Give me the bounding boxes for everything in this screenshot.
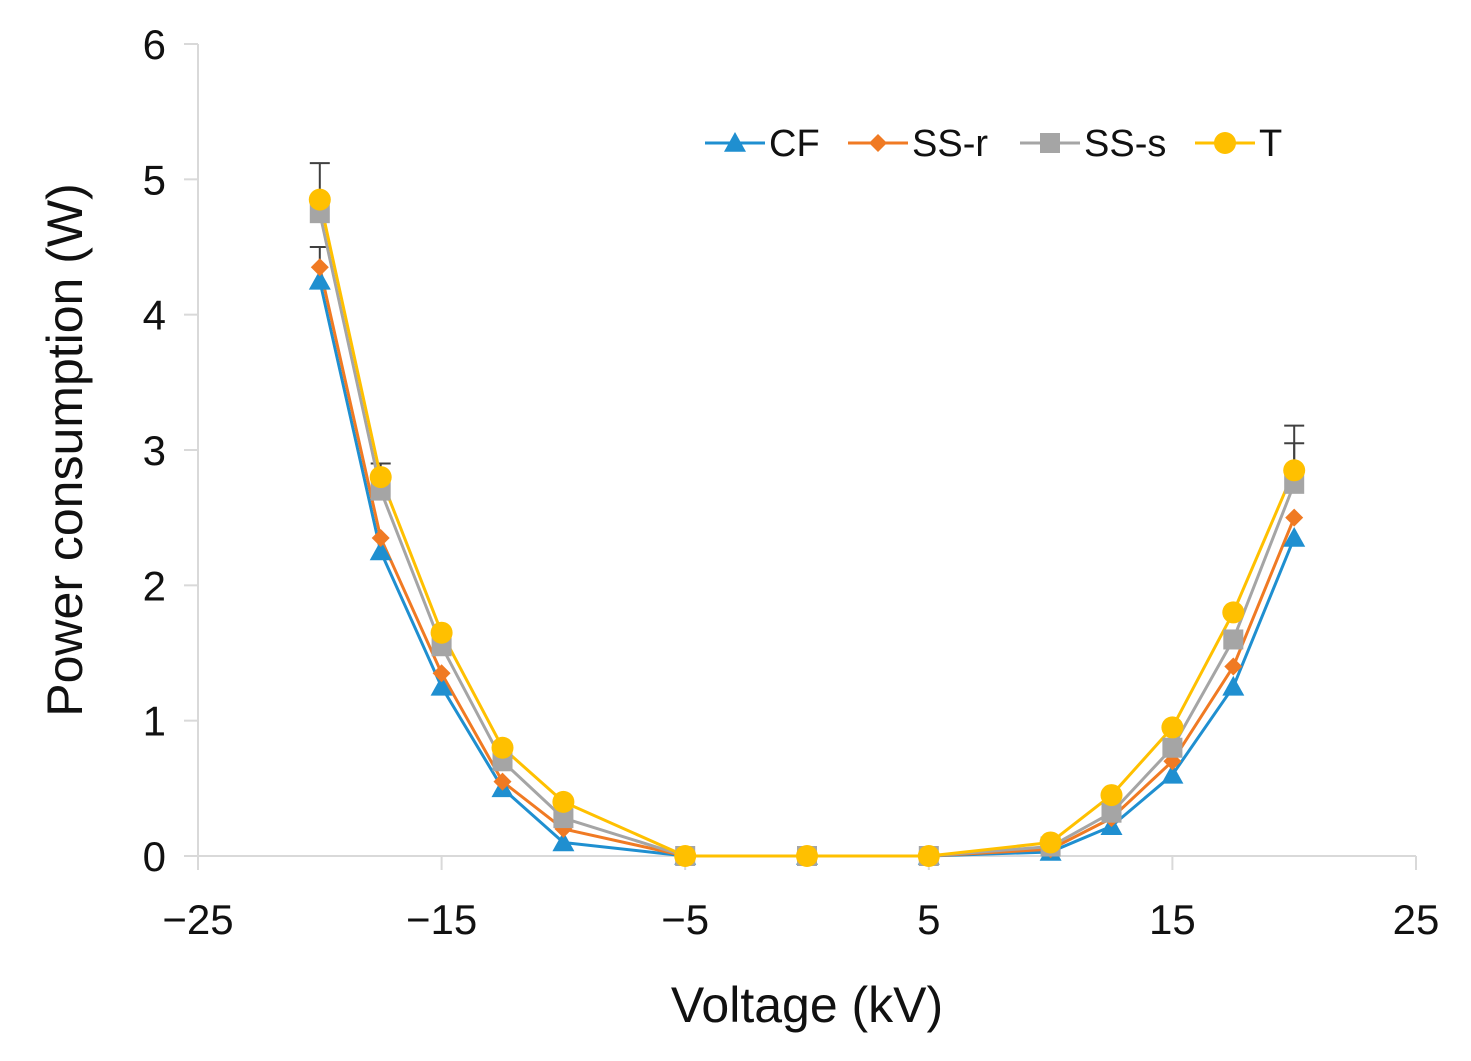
- x-tick-label: −15: [406, 896, 477, 943]
- data-point-ss-r: [432, 664, 451, 683]
- data-point-t: [552, 790, 575, 813]
- series-lines: [318, 199, 1296, 858]
- data-point-ss-r: [1285, 508, 1304, 527]
- data-point-ss-r: [310, 258, 329, 277]
- data-point-cf: [552, 831, 575, 852]
- data-point-t: [430, 621, 453, 644]
- data-point-cf: [430, 675, 453, 696]
- y-tick-label: 1: [143, 698, 166, 745]
- series-markers-ss-r: [310, 258, 1304, 865]
- legend-item-ss-s: SS-s: [1020, 123, 1166, 165]
- tick-labels: 0 1 2 3 4 5 6 −25 −15 −5 5 15 25: [143, 21, 1440, 943]
- data-point-ss-r: [493, 772, 512, 791]
- data-point-t: [369, 466, 392, 489]
- data-point-t: [1283, 459, 1306, 482]
- series-line-cf: [318, 280, 1296, 858]
- data-point-cf: [1161, 763, 1184, 784]
- data-point-t: [1161, 716, 1184, 739]
- y-tick-label: 2: [143, 562, 166, 609]
- x-tick-label: 15: [1149, 896, 1196, 943]
- legend-marker: [1040, 133, 1060, 153]
- data-point-ss-r: [1224, 657, 1243, 676]
- legend-marker: [869, 134, 887, 152]
- x-tick-label: 25: [1393, 896, 1440, 943]
- data-point-t: [491, 736, 514, 759]
- legend-item-cf: CF: [705, 123, 820, 165]
- data-point-t: [796, 845, 818, 867]
- data-point-ss-s: [1223, 629, 1244, 650]
- legend-label: SS-r: [912, 123, 988, 165]
- data-point-cf: [308, 269, 331, 290]
- x-tick-label: 5: [917, 896, 940, 943]
- data-point-ss-s: [1162, 737, 1183, 758]
- data-point-t: [674, 845, 697, 867]
- data-point-t: [1039, 831, 1062, 854]
- data-point-t: [308, 188, 331, 211]
- y-tick-label: 0: [143, 833, 166, 880]
- error-bars: [309, 162, 1305, 484]
- data-point-cf: [1283, 526, 1306, 547]
- legend: CF SS-r SS-s T: [705, 123, 1282, 165]
- y-axis-title: Power consumption (W): [37, 183, 93, 717]
- x-tick-label: −25: [162, 896, 233, 943]
- legend-marker: [1214, 132, 1236, 154]
- data-point-ss-r: [371, 528, 390, 547]
- legend-item-t: T: [1195, 123, 1282, 165]
- axes: [184, 43, 1417, 870]
- data-point-cf: [369, 540, 392, 561]
- legend-item-ss-r: SS-r: [848, 123, 988, 165]
- legend-label: SS-s: [1084, 123, 1166, 165]
- series-markers: [308, 188, 1306, 867]
- data-point-t: [1222, 601, 1245, 624]
- series-line-ss-s: [318, 212, 1296, 858]
- data-point-t: [917, 845, 940, 867]
- data-point-ss-s: [553, 808, 574, 829]
- series-markers-t: [308, 188, 1306, 867]
- data-point-t: [1100, 784, 1123, 807]
- x-axis-title: Voltage (kV): [671, 977, 943, 1033]
- y-tick-label: 6: [143, 21, 166, 68]
- y-tick-label: 5: [143, 156, 166, 203]
- data-point-ss-s: [1101, 802, 1122, 823]
- series-line-ss-r: [318, 266, 1296, 858]
- series-line-t: [318, 199, 1296, 858]
- x-tick-label: −5: [661, 896, 709, 943]
- data-point-cf: [1222, 675, 1245, 696]
- legend-marker: [724, 132, 746, 152]
- legend-label: CF: [769, 123, 820, 165]
- legend-label: T: [1259, 123, 1282, 165]
- y-tick-label: 3: [143, 427, 166, 474]
- y-tick-label: 4: [143, 292, 166, 339]
